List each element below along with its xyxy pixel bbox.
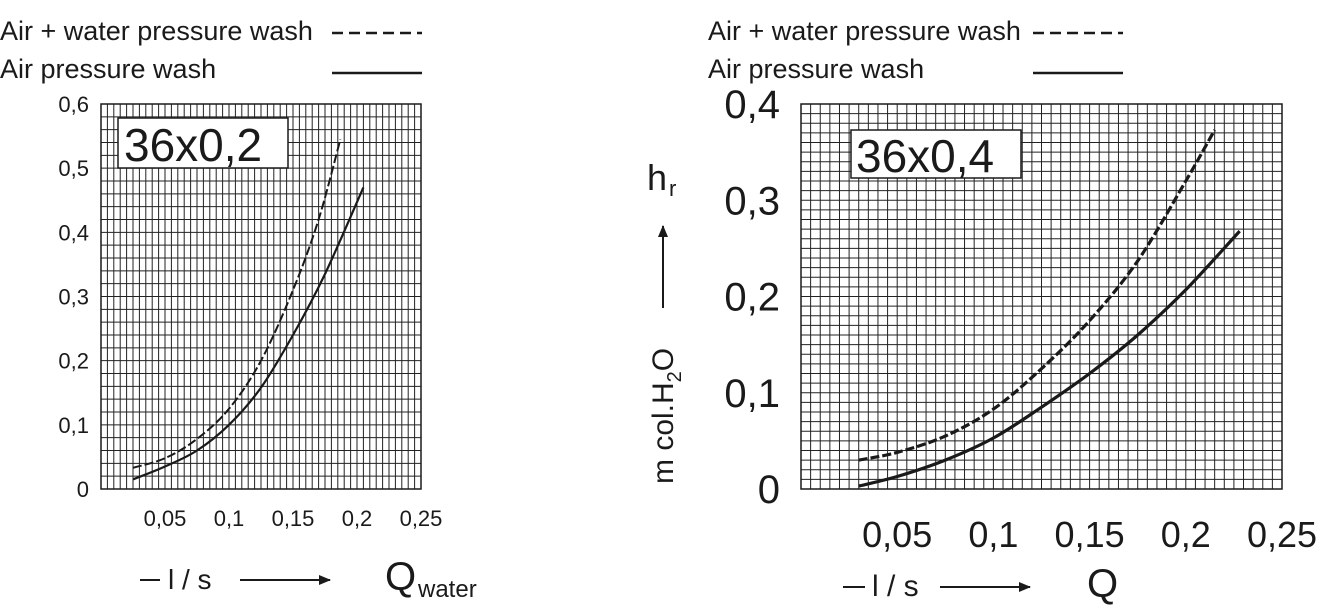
y-tick-label: 0 [758, 468, 780, 512]
x-axis-title: l / s Q [843, 562, 1118, 606]
y-tick-label: 0,2 [724, 276, 780, 320]
x-tick-label: 0,1 [214, 506, 245, 531]
x-tick-label: 0,25 [400, 506, 443, 531]
chart-36x0-2: Air + water pressure wash Air pressure w… [0, 16, 477, 603]
x-tick-label: 0,15 [272, 506, 315, 531]
series-line-air-water [132, 139, 342, 469]
y-tick-label: 0 [77, 477, 89, 502]
y-tick-label: 0,4 [724, 83, 780, 127]
y-tick-label: 0,1 [58, 413, 89, 438]
y-tick-label: 0,3 [724, 179, 780, 223]
y-axis-title: h r m col.H2O [647, 157, 686, 484]
x-tick-label: 0,2 [1161, 514, 1211, 555]
legend-label-solid: Air pressure wash [0, 54, 216, 84]
y-axis-unit: m col.H2O [647, 348, 686, 484]
legend-label-solid: Air pressure wash [708, 54, 924, 84]
series-line-air [132, 186, 365, 481]
x-tick-label: 0,2 [342, 506, 373, 531]
legend-label-dashed: Air + water pressure wash [708, 16, 1021, 46]
x-axis-symbol: Q [1087, 562, 1118, 606]
x-tick-label: 0,15 [1055, 514, 1125, 555]
y-tick-label: 0,6 [58, 92, 89, 117]
x-axis-unit: l / s [168, 564, 212, 595]
plot-frame [800, 103, 1283, 490]
y-tick-label: 0,4 [58, 220, 89, 245]
x-axis-title: l / s Q water [140, 555, 477, 603]
series-line-air-water [858, 129, 1217, 462]
chart-id-label: 36x0,2 [124, 119, 262, 171]
legend: Air + water pressure wash Air pressure w… [0, 16, 422, 84]
y-tick-label: 0,2 [58, 349, 89, 374]
x-axis-ticks: 0,05 0,1 0,15 0,2 0,25 [144, 506, 443, 531]
series-lines [858, 129, 1241, 488]
chart-id-box [850, 129, 1022, 179]
x-axis-ticks: 0,05 0,1 0,15 0,2 0,25 [862, 514, 1317, 555]
y-axis-symbol: h [647, 157, 667, 198]
x-tick-label: 0,25 [1247, 514, 1317, 555]
y-axis-ticks: 0 0,1 0,2 0,3 0,4 0,5 0,6 [58, 92, 89, 502]
y-unit-part-1: m col.H [647, 382, 680, 484]
y-unit-part-3: O [647, 348, 680, 371]
x-axis-unit: l / s [872, 570, 919, 603]
x-tick-label: 0,1 [968, 514, 1018, 555]
y-tick-label: 0,5 [58, 156, 89, 181]
y-axis-symbol-subscript: r [669, 176, 676, 201]
legend: Air + water pressure wash Air pressure w… [708, 16, 1123, 84]
x-axis-symbol: Q [385, 555, 416, 599]
y-unit-part-2: 2 [664, 371, 686, 382]
x-axis-symbol-subscript: water [417, 576, 477, 603]
chart-id-box [117, 117, 289, 169]
series-line-air [858, 230, 1241, 488]
x-tick-label: 0,05 [862, 514, 932, 555]
chart-36x0-4: Air + water pressure wash Air pressure w… [647, 16, 1317, 606]
y-tick-label: 0,3 [58, 285, 89, 310]
y-tick-label: 0,1 [724, 372, 780, 416]
plot-frame [100, 103, 422, 490]
y-axis-ticks: 0 0,1 0,2 0,3 0,4 [724, 83, 780, 512]
legend-label-dashed: Air + water pressure wash [0, 16, 313, 46]
x-tick-label: 0,05 [144, 506, 187, 531]
series-lines [132, 139, 365, 481]
chart-id-label: 36x0,4 [856, 130, 994, 182]
